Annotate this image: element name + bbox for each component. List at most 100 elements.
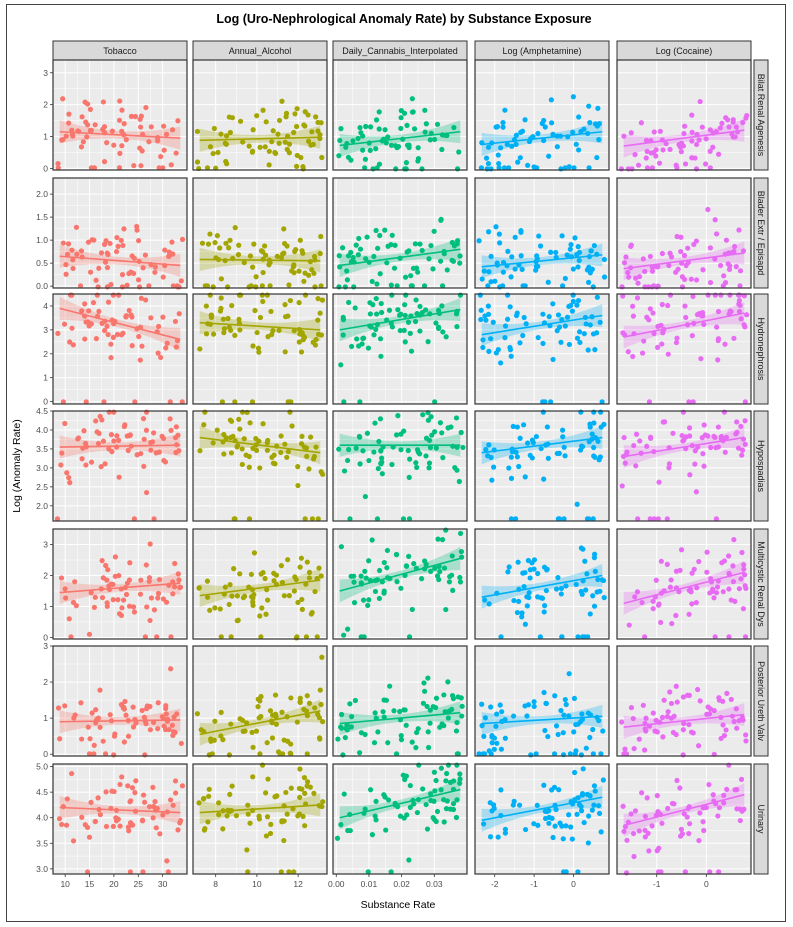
data-point bbox=[144, 604, 150, 610]
data-point bbox=[646, 848, 652, 854]
data-point bbox=[707, 869, 713, 875]
data-point bbox=[344, 277, 350, 283]
data-point bbox=[260, 249, 266, 255]
data-point bbox=[170, 251, 176, 257]
data-point bbox=[620, 293, 626, 299]
data-point bbox=[633, 275, 639, 281]
data-point bbox=[731, 718, 737, 725]
fit-line bbox=[339, 308, 461, 331]
data-point bbox=[387, 683, 393, 689]
data-point bbox=[718, 433, 725, 440]
data-point bbox=[400, 516, 407, 522]
data-point bbox=[716, 869, 722, 875]
data-point bbox=[622, 746, 628, 752]
data-point bbox=[443, 334, 449, 340]
data-point bbox=[86, 751, 93, 757]
data-point bbox=[246, 464, 252, 470]
data-point bbox=[502, 323, 509, 329]
data-point bbox=[647, 306, 653, 312]
data-point bbox=[488, 279, 494, 285]
x-tick-label: 10 bbox=[252, 879, 262, 889]
data-point bbox=[172, 778, 179, 784]
data-point bbox=[116, 117, 123, 123]
data-point bbox=[639, 790, 645, 796]
fit-line bbox=[339, 788, 461, 819]
data-point bbox=[121, 423, 127, 430]
fit-line bbox=[339, 130, 461, 147]
data-point bbox=[82, 301, 88, 307]
data-point bbox=[440, 329, 446, 335]
data-point bbox=[483, 155, 490, 161]
data-point bbox=[649, 823, 655, 829]
data-point bbox=[725, 553, 732, 559]
data-point bbox=[291, 869, 297, 875]
data-point bbox=[578, 128, 584, 135]
data-point bbox=[196, 800, 202, 806]
data-point bbox=[427, 137, 433, 143]
data-point bbox=[376, 567, 383, 574]
data-point bbox=[318, 701, 324, 708]
data-point bbox=[286, 150, 292, 156]
panel-background bbox=[475, 764, 609, 874]
panel-border bbox=[616, 59, 752, 171]
data-point bbox=[270, 128, 276, 134]
panel-border bbox=[192, 410, 328, 522]
data-point bbox=[454, 324, 460, 330]
data-point bbox=[653, 153, 659, 159]
x-tick-label: 8 bbox=[213, 879, 218, 889]
data-point bbox=[441, 819, 447, 825]
data-point bbox=[634, 295, 641, 301]
panel-border bbox=[616, 528, 752, 640]
data-point bbox=[524, 713, 530, 719]
data-point bbox=[731, 335, 737, 341]
data-point bbox=[234, 593, 241, 599]
data-point bbox=[382, 227, 388, 233]
data-point bbox=[365, 345, 372, 351]
data-point bbox=[689, 138, 695, 144]
fit-line bbox=[59, 806, 181, 814]
data-point bbox=[377, 232, 383, 239]
data-point bbox=[151, 607, 158, 613]
fit-line bbox=[481, 574, 603, 598]
data-point bbox=[580, 546, 586, 552]
data-point bbox=[673, 612, 679, 619]
data-point bbox=[101, 327, 108, 334]
data-point bbox=[272, 692, 279, 698]
data-point bbox=[319, 297, 326, 303]
data-point bbox=[568, 242, 574, 248]
data-point bbox=[239, 717, 246, 723]
data-point bbox=[105, 251, 111, 258]
data-point bbox=[290, 264, 296, 270]
data-point bbox=[110, 334, 116, 340]
data-point bbox=[541, 782, 547, 788]
data-point bbox=[514, 310, 520, 316]
data-point bbox=[133, 778, 139, 784]
data-point bbox=[212, 718, 218, 724]
data-point bbox=[724, 690, 730, 696]
data-point bbox=[401, 707, 407, 713]
data-point bbox=[491, 464, 497, 470]
data-point bbox=[713, 590, 720, 596]
data-point bbox=[653, 147, 659, 153]
data-point bbox=[334, 835, 341, 841]
data-point bbox=[643, 715, 649, 721]
data-point bbox=[79, 308, 85, 314]
data-point bbox=[488, 253, 494, 260]
data-point bbox=[149, 439, 156, 445]
y-tick-label: 2 bbox=[43, 100, 48, 110]
data-point bbox=[718, 292, 724, 298]
data-point bbox=[96, 308, 102, 315]
data-point bbox=[81, 428, 87, 434]
data-point bbox=[521, 314, 527, 321]
data-point bbox=[168, 162, 174, 168]
data-point bbox=[621, 260, 628, 266]
data-point bbox=[744, 312, 750, 318]
data-point bbox=[738, 423, 744, 429]
data-point bbox=[531, 557, 538, 563]
data-point bbox=[226, 601, 232, 608]
panel-background bbox=[617, 529, 751, 639]
data-point bbox=[417, 303, 423, 310]
data-point bbox=[589, 266, 595, 272]
data-point bbox=[731, 537, 737, 543]
data-point bbox=[228, 450, 235, 456]
